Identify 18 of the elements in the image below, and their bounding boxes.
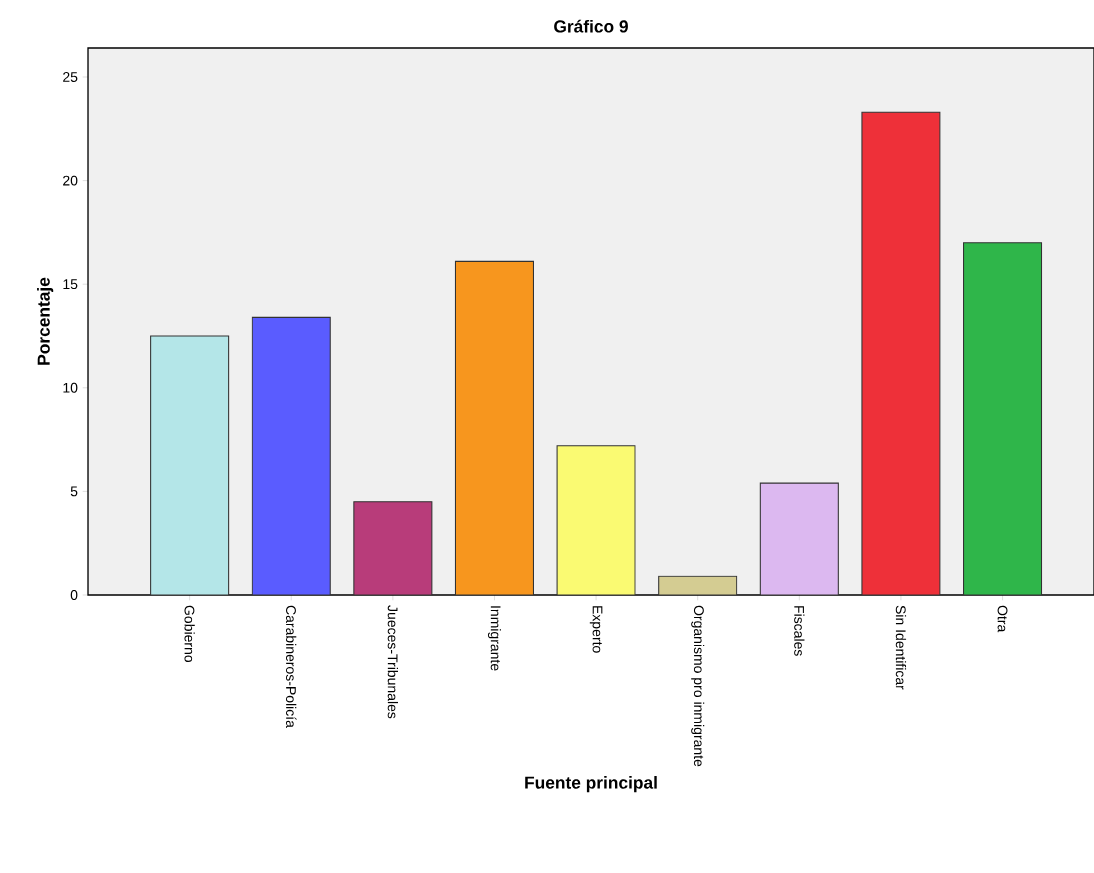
x-tick-label: Experto (589, 606, 603, 653)
y-tick-label: 15 (63, 279, 78, 290)
chart-title: Gráfico 9 (554, 19, 628, 33)
y-tick-label: 10 (63, 382, 78, 393)
x-tick-label: Inmigrante (487, 606, 501, 671)
x-tick-label: Jueces-Tribunales (387, 605, 398, 719)
y-tick-label: 5 (70, 486, 78, 497)
x-tick-label: Otra (997, 605, 1008, 633)
x-tick-label: Gobierno (184, 605, 195, 663)
x-tick-label: Sin Identificar (895, 605, 907, 690)
x-axis-title: Fuente principal (525, 776, 657, 793)
y-axis-title: Porcentaje (37, 277, 54, 365)
y-tick-label: 0 (70, 590, 78, 600)
x-tick-label: Carabineros-Policía (286, 605, 297, 728)
y-tick-label: 25 (63, 72, 78, 82)
x-tick-label: Organismo pro inmigrante (691, 605, 705, 767)
y-tick-label: 20 (63, 175, 78, 186)
x-tick-label: Fiscales (794, 606, 805, 656)
